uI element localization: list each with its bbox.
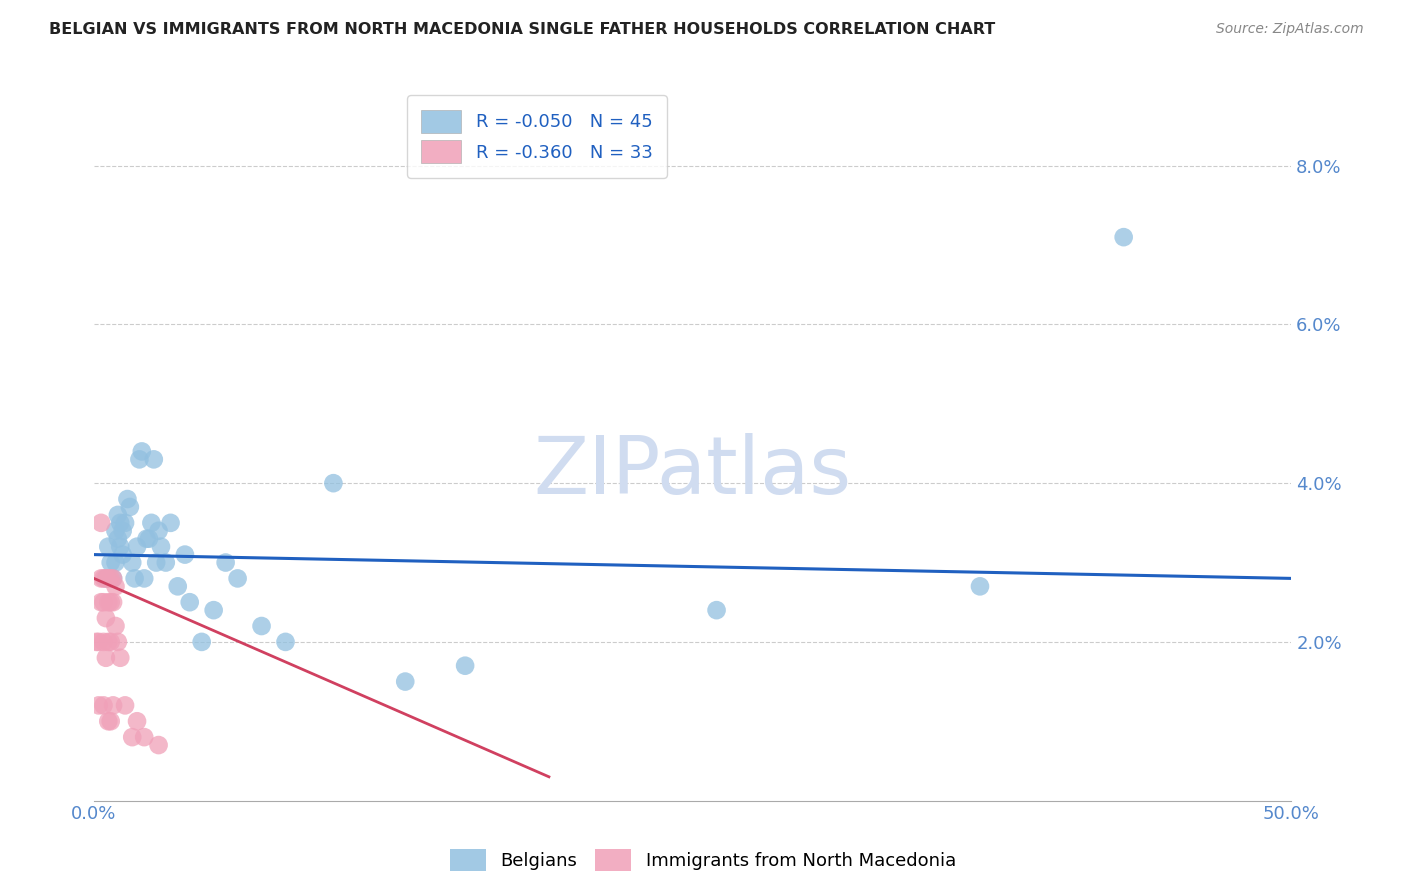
Point bbox=[87, 698, 110, 713]
Point bbox=[100, 595, 122, 609]
Point bbox=[90, 571, 112, 585]
Point bbox=[159, 516, 181, 530]
Point bbox=[142, 452, 165, 467]
Point bbox=[107, 508, 129, 522]
Point bbox=[101, 571, 124, 585]
Point bbox=[141, 516, 163, 530]
Point bbox=[104, 579, 127, 593]
Point bbox=[107, 532, 129, 546]
Point bbox=[394, 674, 416, 689]
Point bbox=[110, 516, 132, 530]
Point bbox=[104, 524, 127, 538]
Text: BELGIAN VS IMMIGRANTS FROM NORTH MACEDONIA SINGLE FATHER HOUSEHOLDS CORRELATION : BELGIAN VS IMMIGRANTS FROM NORTH MACEDON… bbox=[49, 22, 995, 37]
Point bbox=[97, 540, 120, 554]
Point bbox=[134, 571, 156, 585]
Point bbox=[121, 730, 143, 744]
Point bbox=[104, 619, 127, 633]
Point bbox=[90, 516, 112, 530]
Point bbox=[128, 452, 150, 467]
Point bbox=[114, 516, 136, 530]
Point bbox=[202, 603, 225, 617]
Point bbox=[155, 556, 177, 570]
Point bbox=[100, 714, 122, 729]
Point bbox=[250, 619, 273, 633]
Point bbox=[94, 650, 117, 665]
Point bbox=[97, 714, 120, 729]
Point bbox=[90, 595, 112, 609]
Point bbox=[214, 556, 236, 570]
Point bbox=[145, 556, 167, 570]
Point bbox=[226, 571, 249, 585]
Point bbox=[166, 579, 188, 593]
Point bbox=[121, 556, 143, 570]
Legend: R = -0.050   N = 45, R = -0.360   N = 33: R = -0.050 N = 45, R = -0.360 N = 33 bbox=[406, 95, 666, 178]
Point bbox=[97, 571, 120, 585]
Point bbox=[111, 548, 134, 562]
Point bbox=[97, 595, 120, 609]
Point bbox=[138, 532, 160, 546]
Point bbox=[93, 698, 115, 713]
Point bbox=[101, 595, 124, 609]
Point bbox=[131, 444, 153, 458]
Point bbox=[110, 540, 132, 554]
Point bbox=[104, 556, 127, 570]
Point bbox=[110, 650, 132, 665]
Point bbox=[107, 635, 129, 649]
Point bbox=[125, 714, 148, 729]
Point bbox=[117, 491, 139, 506]
Point bbox=[94, 571, 117, 585]
Point bbox=[100, 635, 122, 649]
Point bbox=[135, 532, 157, 546]
Point bbox=[190, 635, 212, 649]
Point bbox=[179, 595, 201, 609]
Point bbox=[148, 524, 170, 538]
Point bbox=[322, 476, 344, 491]
Point bbox=[94, 611, 117, 625]
Point bbox=[100, 571, 122, 585]
Point bbox=[87, 635, 110, 649]
Point bbox=[93, 571, 115, 585]
Point bbox=[124, 571, 146, 585]
Point bbox=[114, 698, 136, 713]
Point bbox=[134, 730, 156, 744]
Point bbox=[149, 540, 172, 554]
Point bbox=[93, 635, 115, 649]
Point bbox=[274, 635, 297, 649]
Point bbox=[101, 698, 124, 713]
Text: Source: ZipAtlas.com: Source: ZipAtlas.com bbox=[1216, 22, 1364, 37]
Point bbox=[118, 500, 141, 514]
Point bbox=[706, 603, 728, 617]
Point bbox=[94, 571, 117, 585]
Text: ZIPatlas: ZIPatlas bbox=[533, 433, 852, 511]
Point bbox=[174, 548, 197, 562]
Point bbox=[148, 738, 170, 752]
Point bbox=[454, 658, 477, 673]
Point bbox=[100, 556, 122, 570]
Point bbox=[93, 595, 115, 609]
Point bbox=[969, 579, 991, 593]
Point bbox=[86, 635, 108, 649]
Legend: Belgians, Immigrants from North Macedonia: Belgians, Immigrants from North Macedoni… bbox=[443, 842, 963, 879]
Point bbox=[1112, 230, 1135, 244]
Point bbox=[125, 540, 148, 554]
Point bbox=[97, 635, 120, 649]
Point bbox=[101, 571, 124, 585]
Point bbox=[111, 524, 134, 538]
